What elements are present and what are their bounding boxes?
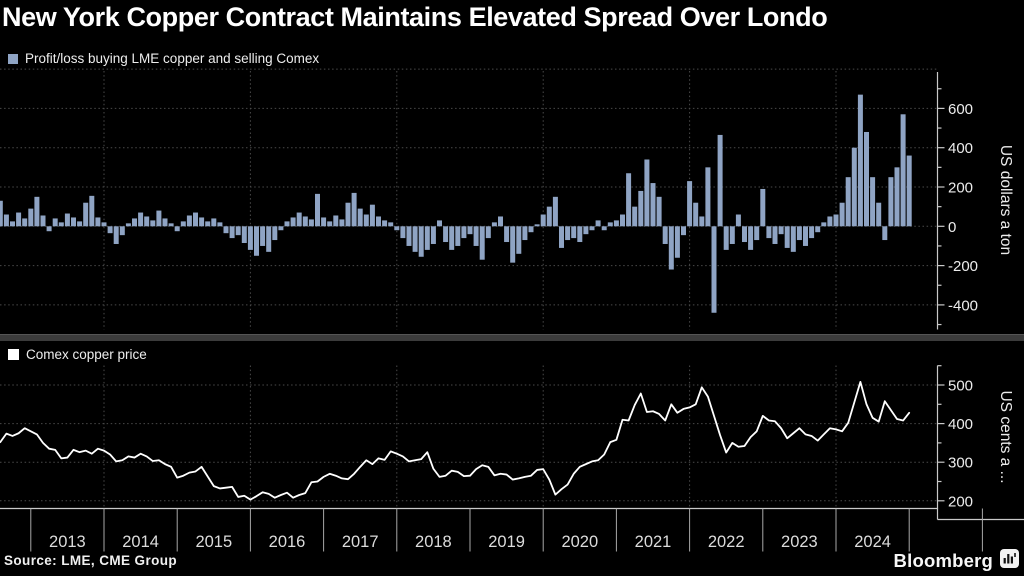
y-axis-titles: US dollars a ton US cents a ... (997, 145, 1014, 484)
svg-text:300: 300 (948, 455, 973, 472)
bloomberg-logo: Bloomberg (894, 549, 1019, 573)
svg-text:2013: 2013 (49, 533, 86, 551)
panel-divider (0, 334, 1024, 341)
svg-text:US cents a ...: US cents a ... (997, 390, 1014, 483)
svg-text:2024: 2024 (854, 533, 891, 551)
svg-text:2014: 2014 (122, 533, 159, 551)
svg-text:-400: -400 (948, 297, 978, 314)
svg-text:2021: 2021 (635, 533, 672, 551)
svg-text:2023: 2023 (781, 533, 818, 551)
svg-text:2019: 2019 (488, 533, 525, 551)
chart-bars-icon (1000, 549, 1019, 573)
svg-text:2015: 2015 (195, 533, 232, 551)
x-axis: 2013 2014 2015 2016 2017 2018 2019 2020 2021 2022… (0, 509, 1024, 552)
svg-text:2022: 2022 (708, 533, 745, 551)
bloomberg-chart-page: New York Copper Contract Maintains Eleva… (0, 0, 1024, 576)
svg-text:200: 200 (948, 493, 973, 510)
spread-bars (0, 95, 912, 313)
svg-text:2017: 2017 (342, 533, 379, 551)
chart-canvas: 600 400 200 0 -200 -400 500 400 300 200 US dollars… (0, 0, 1024, 576)
svg-text:0: 0 (948, 219, 956, 236)
source-note: Source: LME, CME Group (4, 553, 177, 568)
svg-text:2016: 2016 (269, 533, 306, 551)
svg-text:200: 200 (948, 180, 973, 197)
svg-text:400: 400 (948, 140, 973, 157)
svg-text:400: 400 (948, 416, 973, 433)
svg-text:600: 600 (948, 101, 973, 118)
svg-text:-200: -200 (948, 258, 978, 275)
gridlines (0, 69, 938, 508)
y-axes: 600 400 200 0 -200 -400 500 400 300 200 (938, 72, 979, 510)
price-line (0, 382, 909, 500)
bloomberg-wordmark: Bloomberg (894, 550, 993, 572)
svg-text:US dollars a ton: US dollars a ton (997, 145, 1014, 255)
svg-text:2018: 2018 (415, 533, 452, 551)
svg-text:2020: 2020 (561, 533, 598, 551)
svg-text:500: 500 (948, 378, 973, 395)
